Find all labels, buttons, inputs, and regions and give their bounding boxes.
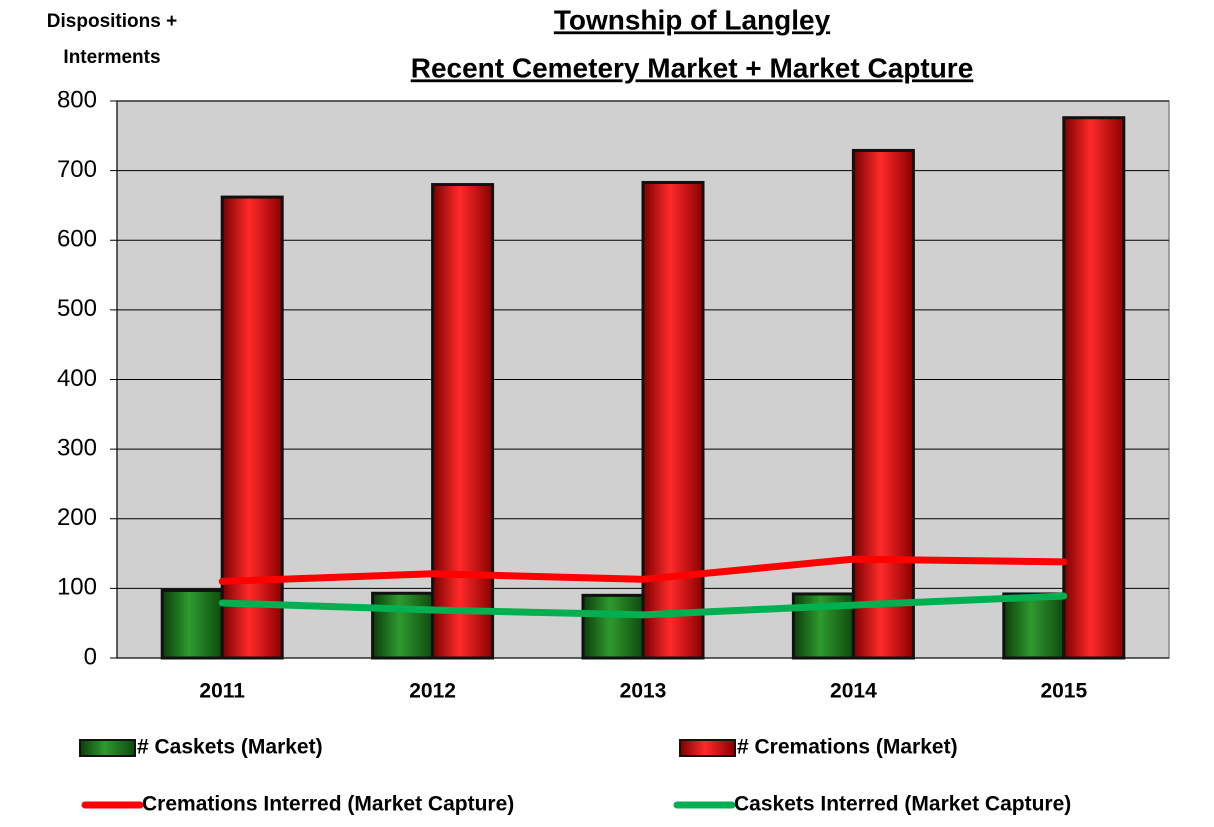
y-tick-label: 800 [57,86,97,113]
bar [851,148,915,660]
chart-title: Township of Langley [554,4,831,35]
legend-label: Cremations Interred (Market Capture) [142,793,514,816]
legend-label: # Cremations (Market) [737,736,958,759]
legend-swatch [79,739,136,757]
line [218,555,1068,585]
x-tick-label: 2013 [620,680,667,703]
bar [1002,592,1066,660]
legend-label: # Caskets (Market) [137,736,323,759]
x-tick-label: 2012 [409,680,456,703]
bar [1062,116,1126,660]
x-tick-label: 2014 [830,680,877,703]
line [218,592,1068,619]
y-tick-label: 500 [57,295,97,322]
bar [160,588,224,660]
y-tick-label: 300 [57,434,97,461]
y-tick-label: 0 [84,643,97,670]
x-tick-label: 2015 [1040,680,1087,703]
x-tick-label: 2011 [199,680,245,703]
y-axis-title: Dispositions + [47,11,177,32]
bar [220,195,284,660]
y-tick-label: 200 [57,504,97,531]
y-tick-label: 700 [57,156,97,183]
y-axis-title: Interments [63,47,160,68]
bar [431,183,495,660]
chart-title: Recent Cemetery Market + Market Capture [411,52,974,83]
bar [641,180,705,660]
y-tick-label: 400 [57,365,97,392]
legend-swatch [679,739,736,757]
y-tick-label: 600 [57,226,97,253]
bar [371,591,435,660]
y-tick-label: 100 [57,574,97,601]
legend-label: Caskets Interred (Market Capture) [734,793,1071,816]
bar [581,593,645,660]
